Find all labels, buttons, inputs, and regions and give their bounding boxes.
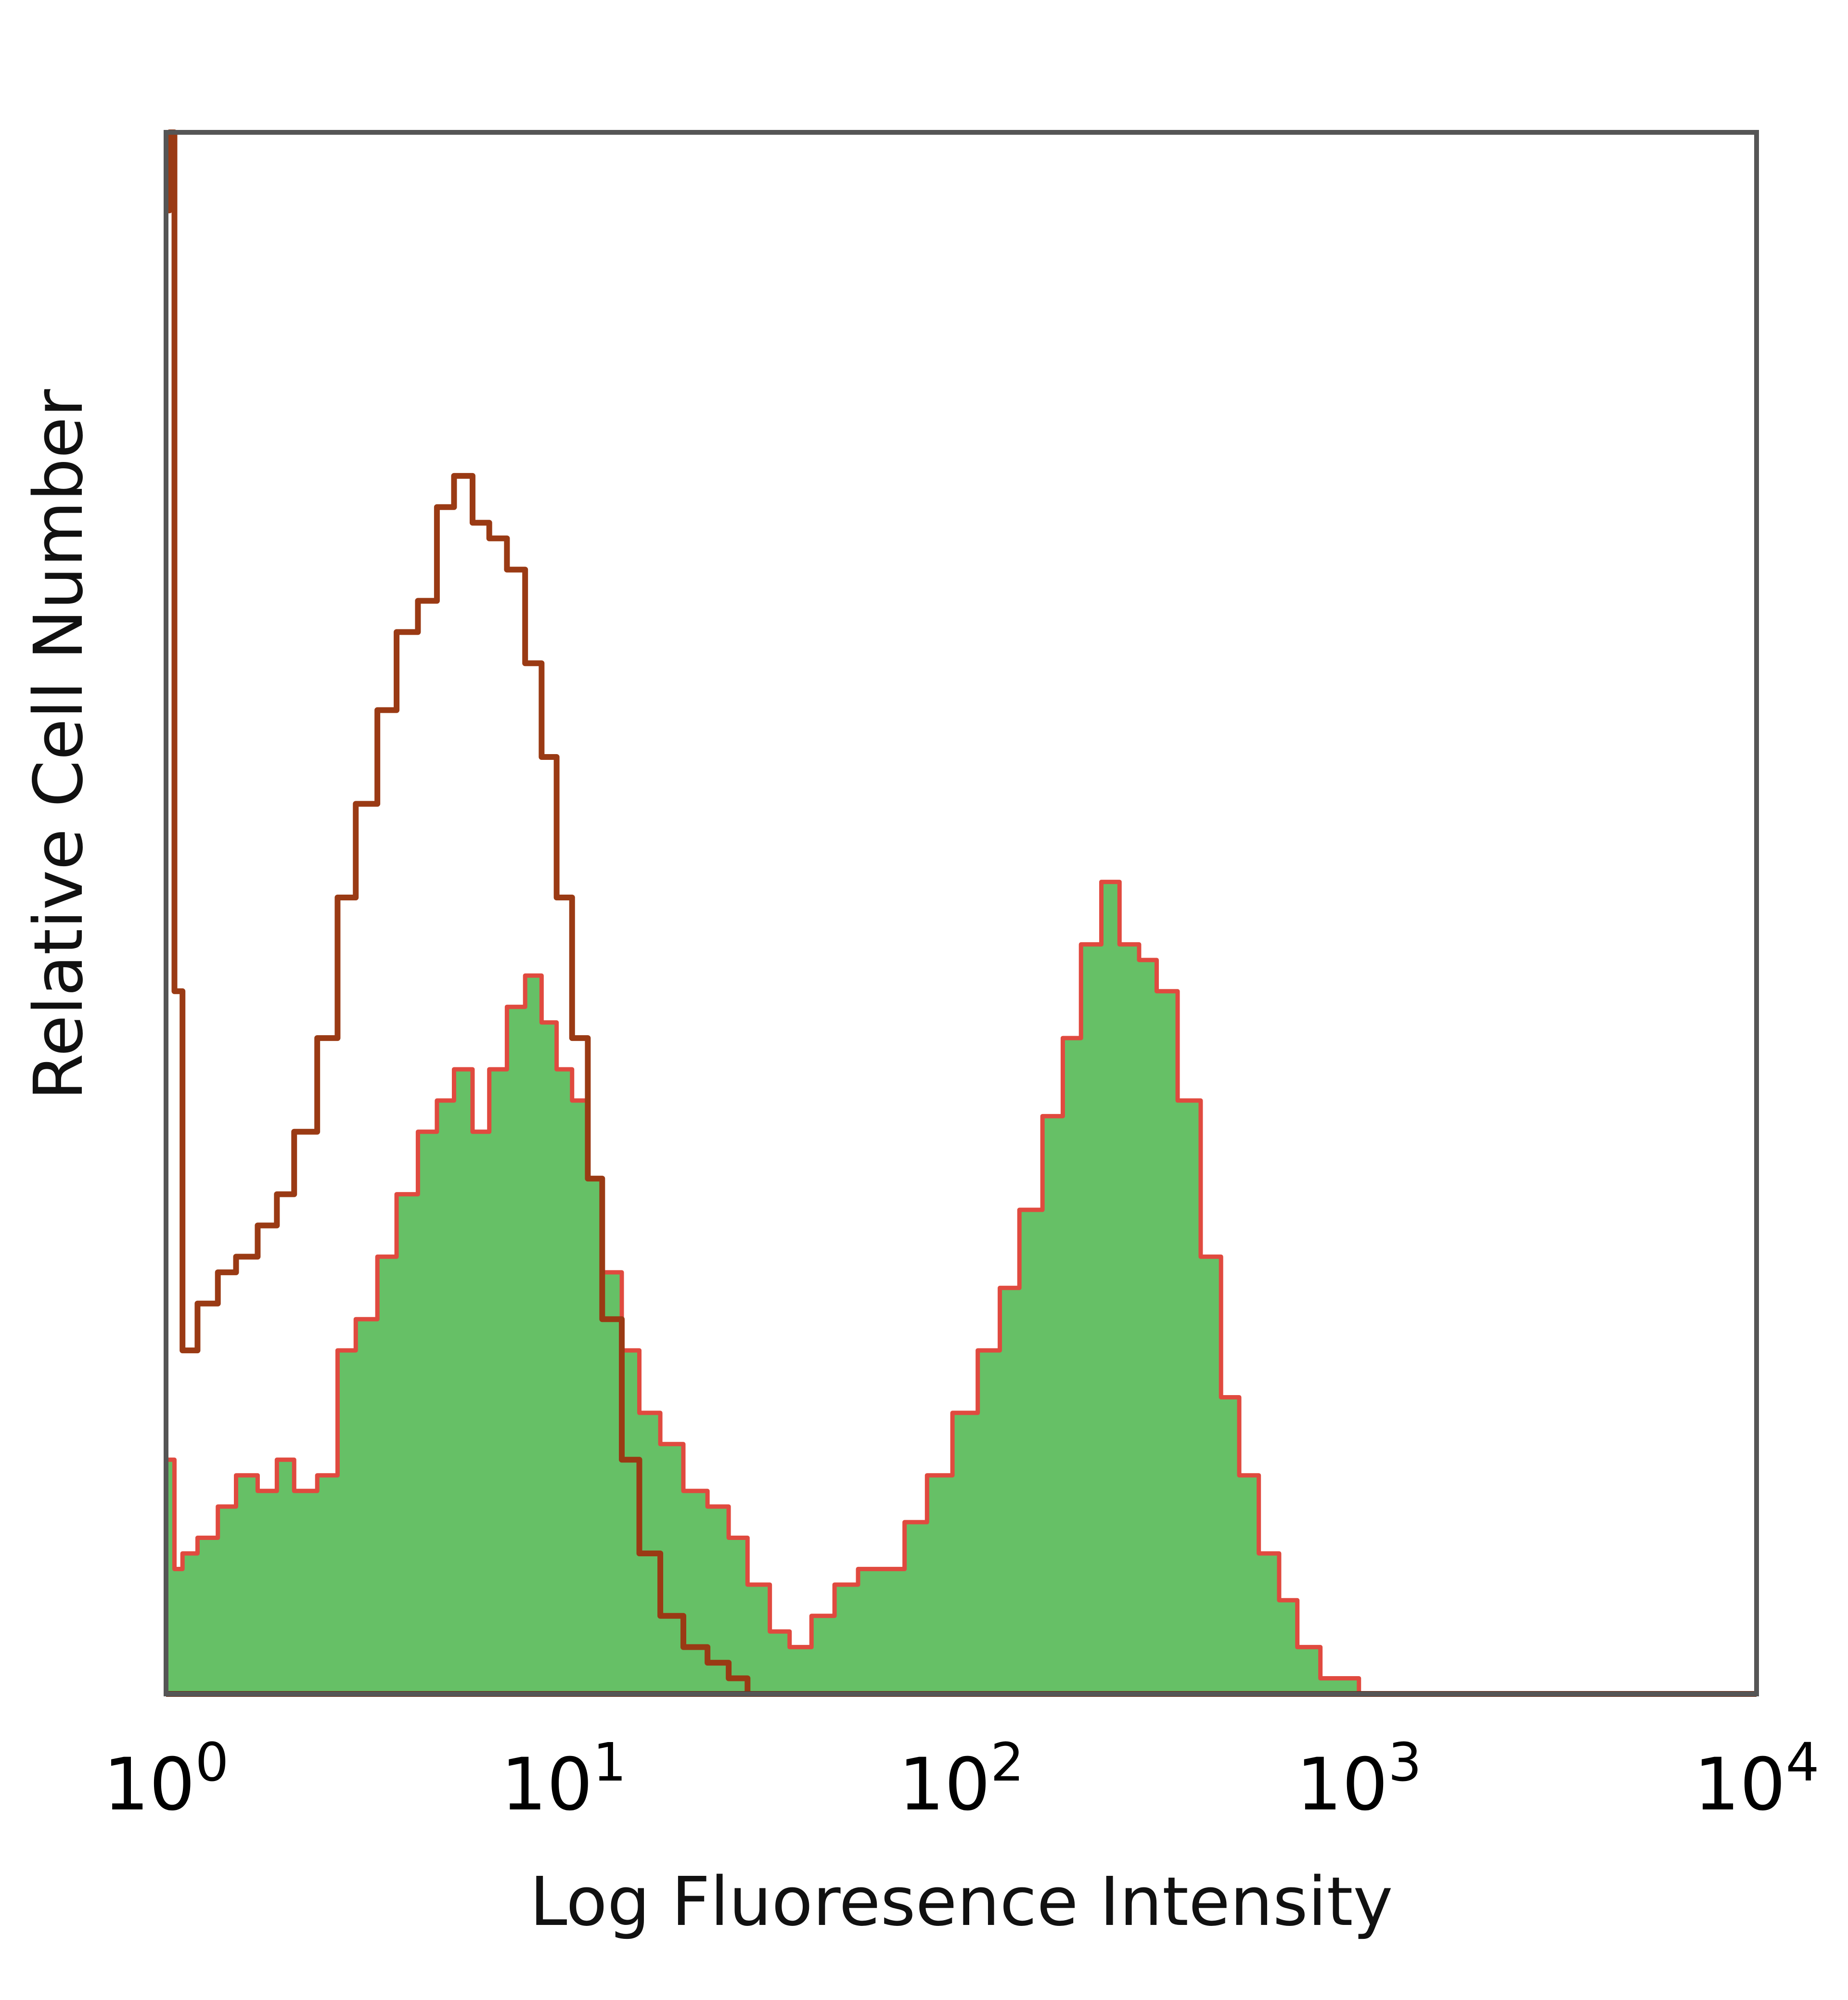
x-tick-exponent: 2 (990, 1731, 1024, 1793)
x-tick-label: 102 (898, 1731, 1024, 1827)
plot-frame (164, 130, 1759, 1696)
x-tick-base: 10 (103, 1743, 195, 1827)
x-tick-label: 100 (103, 1731, 229, 1827)
x-tick-base: 10 (898, 1743, 990, 1827)
x-tick-base: 10 (1694, 1743, 1786, 1827)
x-tick-exponent: 0 (195, 1731, 229, 1793)
series-2-outline-histogram (166, 129, 770, 1697)
x-tick-exponent: 4 (1785, 1731, 1819, 1793)
x-tick-label: 103 (1296, 1731, 1422, 1827)
x-tick-exponent: 1 (593, 1731, 627, 1793)
x-tick-label: 101 (501, 1731, 627, 1827)
x-tick-label: 104 (1694, 1731, 1820, 1827)
series-1-filled-histogram (164, 880, 1361, 1696)
y-axis-label: Relative Cell Number (20, 389, 98, 1100)
x-tick-base: 10 (501, 1743, 593, 1827)
x-tick-exponent: 3 (1388, 1731, 1422, 1793)
x-tick-labels: 100 101 102 103 104 (103, 1731, 1820, 1827)
plot-area (164, 129, 1757, 1697)
x-axis-label: Log Fluoresence Intensity (530, 1863, 1393, 1941)
x-tick-base: 10 (1296, 1743, 1388, 1827)
